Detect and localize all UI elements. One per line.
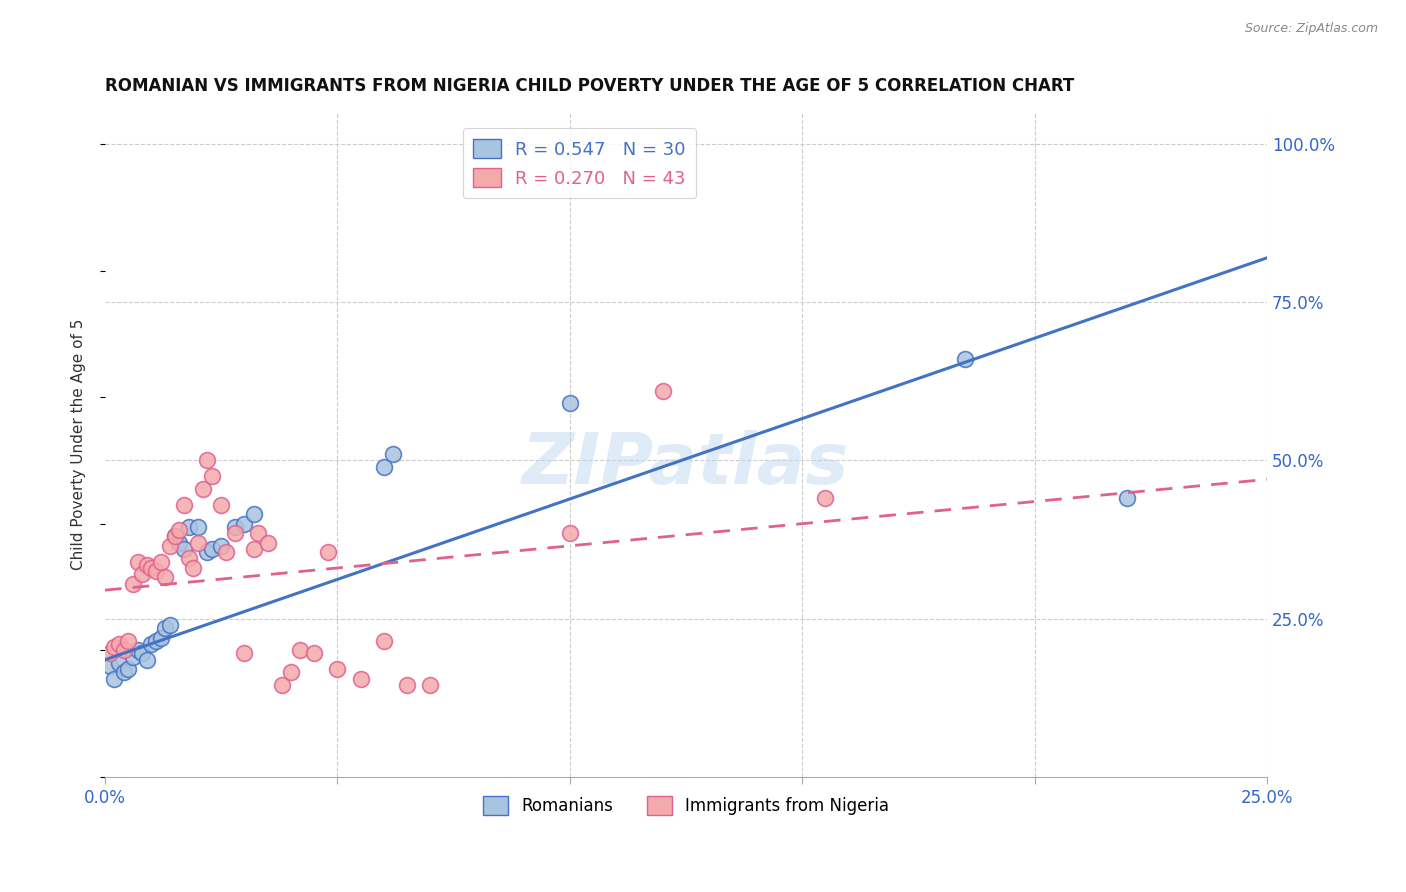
Point bbox=[149, 555, 172, 569]
Point bbox=[247, 526, 270, 541]
Point bbox=[191, 482, 214, 496]
Point bbox=[159, 618, 181, 632]
Point bbox=[159, 539, 181, 553]
Point bbox=[201, 469, 224, 483]
Point bbox=[290, 643, 312, 657]
Point bbox=[195, 545, 218, 559]
Point bbox=[173, 498, 195, 512]
Point bbox=[209, 498, 232, 512]
Point bbox=[242, 507, 264, 521]
Point bbox=[373, 459, 395, 474]
Point bbox=[98, 647, 121, 661]
Point bbox=[149, 631, 172, 645]
Point bbox=[169, 523, 191, 537]
Point bbox=[558, 396, 581, 410]
Point bbox=[233, 647, 256, 661]
Point bbox=[103, 640, 125, 654]
Point bbox=[135, 653, 157, 667]
Legend: Romanians, Immigrants from Nigeria: Romanians, Immigrants from Nigeria bbox=[477, 789, 896, 822]
Point bbox=[131, 567, 153, 582]
Point bbox=[224, 520, 246, 534]
Y-axis label: Child Poverty Under the Age of 5: Child Poverty Under the Age of 5 bbox=[72, 318, 86, 570]
Point bbox=[145, 564, 167, 578]
Point bbox=[1116, 491, 1139, 506]
Text: ROMANIAN VS IMMIGRANTS FROM NIGERIA CHILD POVERTY UNDER THE AGE OF 5 CORRELATION: ROMANIAN VS IMMIGRANTS FROM NIGERIA CHIL… bbox=[105, 78, 1074, 95]
Text: ZIPatlas: ZIPatlas bbox=[522, 430, 849, 499]
Point bbox=[181, 561, 204, 575]
Point bbox=[122, 577, 145, 591]
Point bbox=[558, 526, 581, 541]
Point bbox=[215, 545, 238, 559]
Point bbox=[145, 633, 167, 648]
Point bbox=[280, 665, 302, 680]
Point bbox=[117, 633, 139, 648]
Point bbox=[169, 535, 191, 549]
Point bbox=[108, 637, 131, 651]
Point bbox=[373, 633, 395, 648]
Point bbox=[177, 520, 200, 534]
Point bbox=[195, 453, 218, 467]
Point bbox=[98, 659, 121, 673]
Point bbox=[256, 535, 278, 549]
Point bbox=[163, 529, 186, 543]
Point bbox=[155, 570, 177, 584]
Point bbox=[651, 384, 673, 398]
Text: Source: ZipAtlas.com: Source: ZipAtlas.com bbox=[1244, 22, 1378, 36]
Point bbox=[112, 643, 135, 657]
Point bbox=[122, 649, 145, 664]
Point bbox=[127, 555, 149, 569]
Point bbox=[173, 541, 195, 556]
Point bbox=[224, 526, 246, 541]
Point bbox=[103, 672, 125, 686]
Point bbox=[396, 678, 419, 692]
Point bbox=[953, 352, 976, 367]
Point bbox=[201, 541, 224, 556]
Point bbox=[131, 647, 153, 661]
Point bbox=[108, 656, 131, 670]
Point bbox=[141, 561, 163, 575]
Point bbox=[382, 447, 405, 461]
Point bbox=[814, 491, 837, 506]
Point bbox=[270, 678, 292, 692]
Point bbox=[187, 520, 209, 534]
Point bbox=[209, 539, 232, 553]
Point bbox=[177, 551, 200, 566]
Point bbox=[302, 647, 325, 661]
Point bbox=[349, 672, 371, 686]
Point bbox=[233, 516, 256, 531]
Point bbox=[127, 643, 149, 657]
Point bbox=[326, 662, 349, 676]
Point bbox=[419, 678, 441, 692]
Point bbox=[135, 558, 157, 572]
Point bbox=[187, 535, 209, 549]
Point bbox=[242, 541, 264, 556]
Point bbox=[316, 545, 339, 559]
Point bbox=[155, 621, 177, 635]
Point bbox=[141, 637, 163, 651]
Point bbox=[117, 662, 139, 676]
Point bbox=[112, 665, 135, 680]
Point bbox=[163, 529, 186, 543]
